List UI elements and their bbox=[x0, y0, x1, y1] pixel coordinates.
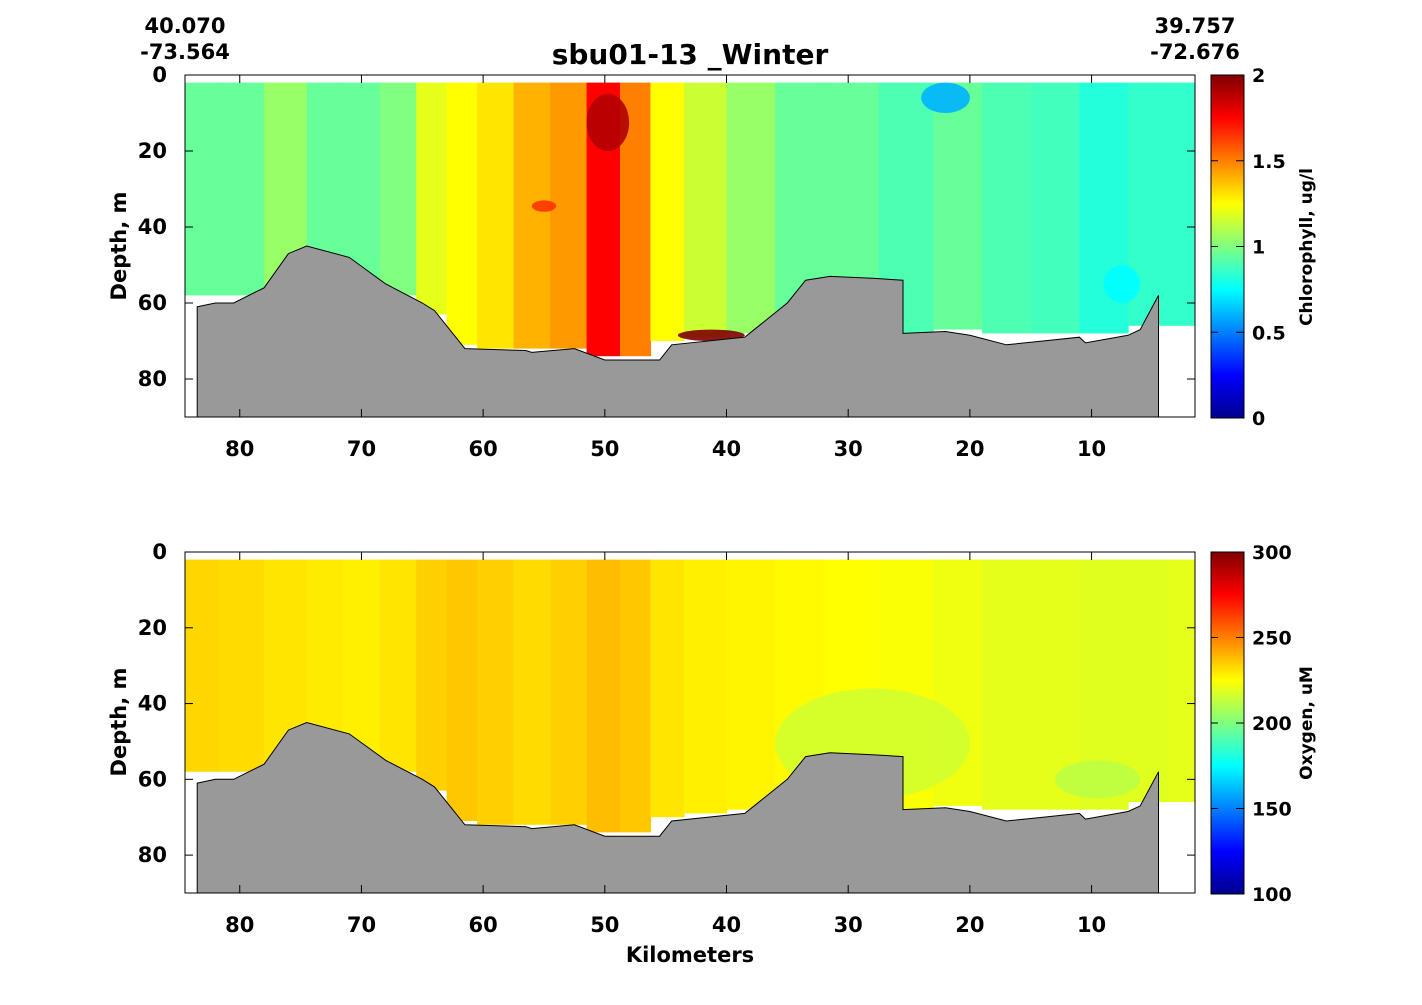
data-column bbox=[650, 82, 685, 341]
data-column bbox=[650, 559, 685, 818]
y-tick-label: 60 bbox=[138, 291, 167, 315]
axis-ticks-chlorophyll: 80 70 60 50 40 30 20 10 0 20 40 60 80 bbox=[138, 63, 1195, 461]
y-tick-label: 20 bbox=[138, 139, 167, 163]
colorbar-tick-label: 150 bbox=[1252, 799, 1292, 821]
data-feature bbox=[677, 329, 745, 341]
data-column bbox=[477, 82, 515, 349]
y-tick-label: 80 bbox=[138, 843, 167, 867]
colorbar-tick-label: 200 bbox=[1252, 713, 1292, 735]
x-tick-label: 70 bbox=[347, 437, 376, 461]
data-feature bbox=[1103, 265, 1141, 303]
data-column bbox=[513, 559, 551, 825]
colorbar-tick-label: 2 bbox=[1252, 65, 1265, 87]
colorbar-tick-label: 300 bbox=[1252, 542, 1292, 564]
data-column bbox=[379, 82, 417, 296]
colorbar-tick-label: 0 bbox=[1252, 408, 1265, 430]
data-column bbox=[185, 559, 220, 772]
data-feature bbox=[1055, 760, 1141, 799]
right-longitude: -72.676 bbox=[1150, 40, 1240, 64]
y-tick-label: 60 bbox=[138, 767, 167, 791]
data-column bbox=[1167, 82, 1195, 326]
colorbar-tick-label: 1 bbox=[1252, 237, 1265, 259]
data-column bbox=[1128, 559, 1169, 803]
colorbar-tick-label: 1.5 bbox=[1252, 151, 1286, 173]
x-tick-label: 80 bbox=[225, 913, 254, 937]
bathymetry-chlorophyll bbox=[196, 245, 1159, 418]
data-column bbox=[620, 559, 652, 833]
y-axis-label-oxygen: Depth, m bbox=[107, 668, 131, 777]
panel-chlorophyll: 80 70 60 50 40 30 20 10 0 20 40 60 80 Depth, m 0 0.5 1… bbox=[107, 63, 1317, 461]
x-tick-label: 20 bbox=[955, 437, 984, 461]
x-axis-label: Kilometers bbox=[626, 943, 754, 967]
data-feature bbox=[921, 82, 970, 114]
data-column bbox=[683, 82, 728, 338]
data-column bbox=[343, 559, 381, 768]
data-column bbox=[379, 559, 417, 772]
x-tick-label: 50 bbox=[590, 437, 619, 461]
x-tick-label: 10 bbox=[1077, 913, 1106, 937]
data-column bbox=[218, 559, 265, 772]
data-column bbox=[933, 82, 983, 330]
chart-title: sbu01-13 _Winter bbox=[552, 38, 829, 71]
y-tick-label: 20 bbox=[138, 616, 167, 640]
x-tick-label: 70 bbox=[347, 913, 376, 937]
data-column bbox=[477, 559, 515, 825]
data-feature bbox=[586, 94, 630, 151]
data-column bbox=[683, 559, 728, 814]
data-column bbox=[982, 82, 1032, 334]
data-column bbox=[185, 82, 220, 296]
oxygen-field bbox=[185, 559, 1195, 833]
x-tick-label: 40 bbox=[712, 437, 741, 461]
axes-box-chlorophyll bbox=[184, 74, 1196, 418]
data-column bbox=[586, 559, 621, 833]
x-tick-label: 60 bbox=[469, 437, 498, 461]
data-column bbox=[550, 559, 588, 825]
colorbar-ticks-oxygen: 100 150 200 250 300 bbox=[1211, 542, 1292, 906]
data-column bbox=[446, 559, 478, 822]
colorbar-ticks-chlorophyll: 0 0.5 1 1.5 2 bbox=[1211, 65, 1286, 430]
axes-box-oxygen bbox=[184, 551, 1196, 894]
colorbar-label-chlorophyll: Chlorophyll, ug/l bbox=[1297, 168, 1317, 326]
data-column bbox=[726, 559, 776, 810]
y-tick-label: 0 bbox=[152, 63, 167, 87]
x-tick-label: 10 bbox=[1077, 437, 1106, 461]
chlorophyll-field bbox=[185, 82, 1195, 357]
left-latitude: 40.070 bbox=[144, 14, 225, 38]
data-column bbox=[513, 82, 551, 349]
right-latitude: 39.757 bbox=[1154, 14, 1235, 38]
data-feature bbox=[531, 200, 557, 212]
left-longitude: -73.564 bbox=[140, 40, 230, 64]
colorbar-tick-label: 100 bbox=[1252, 884, 1292, 906]
data-column bbox=[726, 82, 776, 334]
x-tick-label: 50 bbox=[590, 913, 619, 937]
data-column bbox=[1030, 82, 1080, 334]
colorbar-label-oxygen: Oxygen, uM bbox=[1297, 666, 1317, 780]
x-tick-label: 20 bbox=[955, 913, 984, 937]
data-column bbox=[1167, 559, 1195, 803]
data-column bbox=[343, 82, 381, 292]
y-tick-label: 40 bbox=[138, 692, 167, 716]
data-column bbox=[982, 559, 1032, 810]
data-column bbox=[218, 82, 265, 296]
x-tick-label: 40 bbox=[712, 913, 741, 937]
data-column bbox=[416, 82, 448, 315]
x-tick-label: 80 bbox=[225, 437, 254, 461]
y-tick-label: 80 bbox=[138, 367, 167, 391]
y-axis-label-chlorophyll: Depth, m bbox=[107, 192, 131, 301]
data-column bbox=[550, 82, 588, 349]
axis-ticks-oxygen: 80 70 60 50 40 30 20 10 0 20 40 60 80 bbox=[138, 540, 1195, 937]
x-tick-label: 30 bbox=[834, 913, 863, 937]
colorbar-tick-label: 250 bbox=[1252, 628, 1292, 650]
data-column bbox=[446, 82, 478, 345]
y-tick-label: 0 bbox=[152, 540, 167, 564]
x-tick-label: 30 bbox=[834, 437, 863, 461]
x-tick-label: 60 bbox=[469, 913, 498, 937]
colorbar-tick-label: 0.5 bbox=[1252, 322, 1286, 344]
bathymetry-oxygen bbox=[196, 721, 1159, 894]
y-tick-label: 40 bbox=[138, 215, 167, 239]
data-column bbox=[416, 559, 448, 791]
